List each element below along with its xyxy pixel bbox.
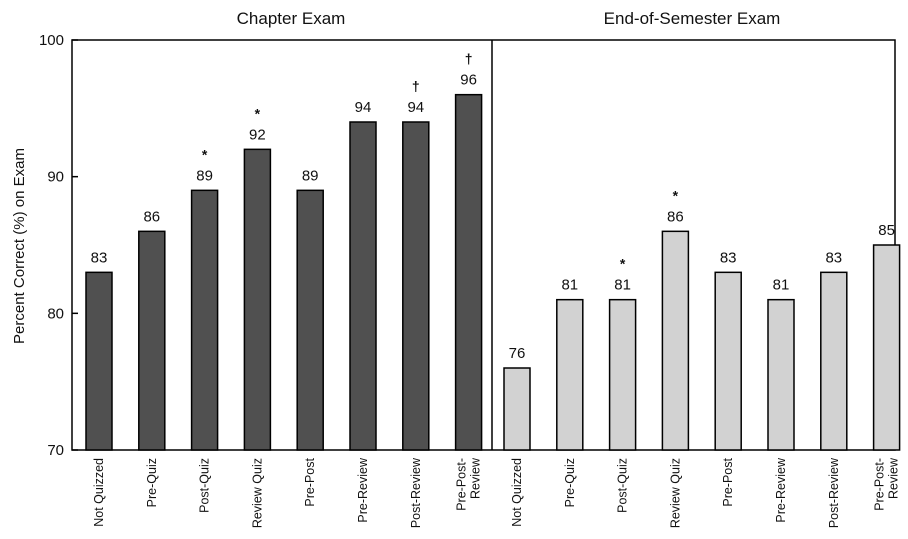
panel-title-chapter: Chapter Exam (237, 9, 346, 28)
value-label: 89 (196, 167, 213, 184)
value-label: 83 (91, 249, 108, 266)
category-label: Pre-Post-Review (455, 457, 483, 511)
significance-marker: * (620, 256, 626, 272)
y-tick-label: 90 (47, 169, 64, 186)
svg-text:Post-Review: Post-Review (409, 457, 423, 528)
bar-semester-0 (503, 367, 531, 451)
category-label: Pre-Post (303, 457, 317, 506)
bar-semester-3 (661, 230, 690, 451)
significance-marker: † (465, 51, 473, 67)
svg-text:Pre-Post: Pre-Post (303, 457, 317, 506)
value-label: 85 (878, 222, 895, 239)
svg-text:Not Quizzed: Not Quizzed (92, 458, 106, 527)
y-axis: 70 80 90 100 (39, 32, 78, 459)
bars-layer (85, 93, 901, 451)
labels-layer: 83 Not Quizzed 86 Pre-Quiz 89 * Post-Quiz 92 * Re… (91, 51, 901, 529)
bar-chapter-1 (138, 230, 166, 451)
svg-text:Review Quiz: Review Quiz (250, 458, 264, 528)
svg-text:Post-Quiz: Post-Quiz (198, 458, 212, 513)
svg-text:Pre-Quiz: Pre-Quiz (145, 458, 159, 507)
svg-text:Review Quiz: Review Quiz (668, 458, 682, 528)
category-label: Pre-Post-Review (873, 457, 901, 511)
value-label: 89 (302, 167, 319, 184)
bar-semester-2 (608, 298, 637, 451)
value-label: 83 (720, 249, 737, 266)
category-label: Not Quizzed (510, 458, 524, 527)
bar-semester-5 (767, 298, 795, 451)
svg-text:Post-Review: Post-Review (827, 457, 841, 528)
bar-chapter-3 (243, 148, 272, 451)
svg-text:Pre-Quiz: Pre-Quiz (563, 458, 577, 507)
category-label: Post-Review (409, 457, 423, 528)
bar-chapter-5 (349, 121, 377, 451)
value-label: 96 (460, 72, 477, 89)
bar-chapter-0 (85, 271, 113, 451)
value-label: 81 (773, 277, 790, 294)
svg-text:Post-Quiz: Post-Quiz (616, 458, 630, 513)
y-axis-label: Percent Correct (%) on Exam (11, 148, 28, 344)
category-label: Pre-Post (721, 457, 735, 506)
value-label: 94 (407, 99, 424, 116)
bar-chapter-6 (402, 121, 430, 451)
category-label: Post-Quiz (616, 458, 630, 513)
value-label: 92 (249, 126, 266, 143)
value-label: 86 (143, 208, 160, 225)
value-label: 83 (825, 249, 842, 266)
y-tick-label: 70 (47, 442, 64, 459)
significance-marker: * (202, 146, 208, 162)
bar-chapter-7 (454, 93, 483, 451)
svg-text:Pre-Review: Pre-Review (356, 457, 370, 523)
bar-semester-6 (820, 271, 848, 451)
category-label: Post-Review (827, 457, 841, 528)
significance-marker: * (255, 105, 261, 121)
category-label: Pre-Review (356, 457, 370, 523)
svg-text:Not Quizzed: Not Quizzed (510, 458, 524, 527)
y-tick-label: 100 (39, 32, 64, 49)
category-label: Post-Quiz (198, 458, 212, 513)
svg-text:Pre-Review: Pre-Review (774, 457, 788, 523)
panel-title-semester: End-of-Semester Exam (604, 9, 781, 28)
value-label: 76 (509, 345, 526, 362)
significance-marker: * (673, 187, 679, 203)
category-label: Not Quizzed (92, 458, 106, 527)
svg-text:Pre-Post: Pre-Post (721, 457, 735, 506)
category-label: Pre-Quiz (145, 458, 159, 507)
category-label: Pre-Quiz (563, 458, 577, 507)
value-label: 81 (614, 277, 631, 294)
y-tick-label: 80 (47, 305, 64, 322)
bar-semester-4 (714, 271, 742, 451)
value-label: 81 (561, 277, 578, 294)
value-label: 86 (667, 208, 684, 225)
svg-text:Pre-Post-Review: Pre-Post-Review (873, 457, 901, 511)
value-label: 94 (355, 99, 372, 116)
bar-chapter-2 (190, 189, 219, 451)
bar-chapter-4 (296, 189, 324, 451)
category-label: Review Quiz (250, 458, 264, 528)
svg-text:Pre-Post-Review: Pre-Post-Review (455, 457, 483, 511)
category-label: Review Quiz (668, 458, 682, 528)
bar-semester-7 (872, 244, 901, 451)
bar-semester-1 (556, 298, 584, 451)
significance-marker: † (412, 78, 420, 94)
category-label: Pre-Review (774, 457, 788, 523)
